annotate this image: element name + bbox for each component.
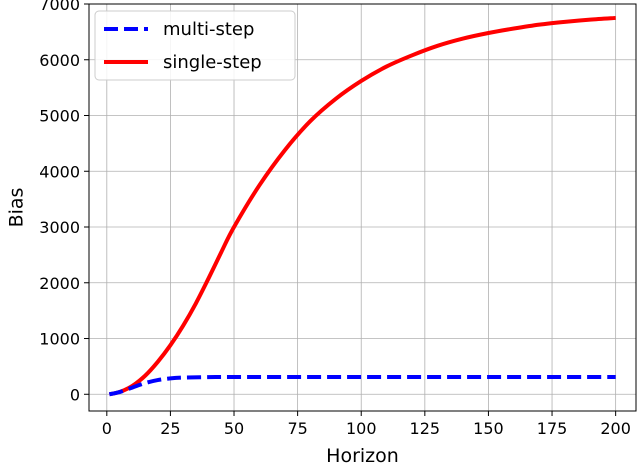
x-tick-label: 175 bbox=[537, 419, 568, 438]
plot-frame bbox=[88, 3, 637, 412]
y-tick-label: 5000 bbox=[39, 107, 80, 126]
y-axis-label: Bias bbox=[6, 188, 28, 228]
x-tick-label: 25 bbox=[160, 419, 180, 438]
axis-ticks: 0 25 50 75 100 125 150 175 200010002000300040005… bbox=[39, 0, 631, 438]
x-tick-label: 150 bbox=[473, 419, 504, 438]
x-tick-label: 200 bbox=[600, 419, 631, 438]
y-tick-label: 1000 bbox=[39, 330, 80, 349]
x-axis-label: Horizon bbox=[326, 445, 399, 464]
y-tick-label: 3000 bbox=[39, 218, 80, 237]
legend-label-single-step: single-step bbox=[163, 52, 262, 73]
y-tick-label: 4000 bbox=[39, 162, 80, 181]
x-tick-label: 100 bbox=[346, 419, 377, 438]
legend-label-multi-step: multi-step bbox=[163, 19, 254, 40]
y-tick-label: 6000 bbox=[39, 51, 80, 70]
y-tick-label: 2000 bbox=[39, 274, 80, 293]
series-line-multi-step bbox=[108, 374, 616, 397]
y-tick-label: 7000 bbox=[39, 0, 80, 14]
legend: multi-step single-step bbox=[94, 10, 296, 81]
series-line-single-step bbox=[108, 15, 616, 397]
x-tick-label: 125 bbox=[410, 419, 441, 438]
series-lines bbox=[108, 15, 616, 397]
y-tick-label: 0 bbox=[70, 385, 80, 404]
x-tick-label: 0 bbox=[102, 419, 112, 438]
x-tick-label: 50 bbox=[224, 419, 244, 438]
x-tick-label: 75 bbox=[287, 419, 307, 438]
